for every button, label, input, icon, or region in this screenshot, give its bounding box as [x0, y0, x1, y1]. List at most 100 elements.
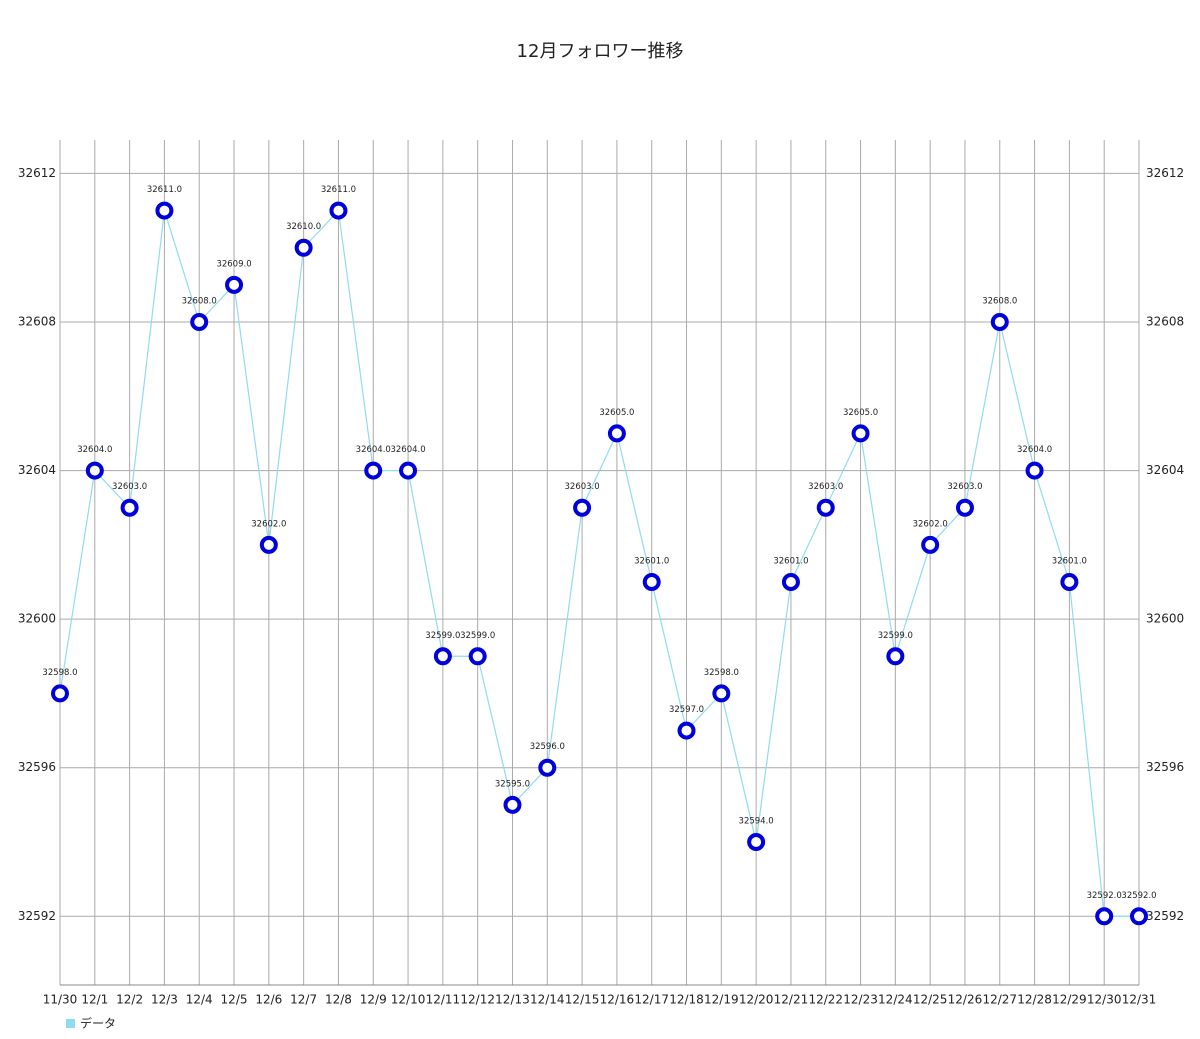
value-label: 32604.0: [390, 445, 425, 455]
value-label: 32594.0: [739, 817, 774, 827]
value-label: 32597.0: [669, 705, 704, 715]
y-tick-label-right: 32608: [1146, 315, 1184, 329]
value-label: 32599.0: [460, 631, 495, 641]
y-tick-label: 32600: [18, 612, 56, 626]
value-label: 32605.0: [843, 408, 878, 418]
point: [747, 833, 766, 851]
x-tick-label: 12/6: [255, 993, 282, 1007]
value-label: 32601.0: [1052, 557, 1087, 567]
point: [921, 535, 940, 554]
value-label: 32603.0: [112, 482, 147, 492]
point: [399, 461, 418, 480]
x-tick-label: 12/8: [325, 993, 352, 1007]
point: [538, 758, 557, 777]
point: [51, 684, 69, 703]
x-tick-label: 12/1: [81, 993, 108, 1007]
point: [503, 795, 522, 814]
x-tick-label: 12/16: [600, 993, 635, 1007]
x-tick-label: 12/22: [808, 993, 843, 1007]
value-label: 32603.0: [808, 482, 843, 492]
point: [573, 498, 592, 517]
y-tick-label-right: 32612: [1146, 166, 1184, 180]
x-tick-label: 12/31: [1122, 993, 1157, 1007]
x-tick-label: 12/27: [982, 993, 1017, 1007]
value-label: 32604.0: [77, 445, 112, 455]
x-tick-label: 12/20: [739, 993, 774, 1007]
point: [712, 684, 731, 703]
value-label: 32598.0: [704, 668, 739, 678]
point: [155, 201, 174, 220]
x-tick-label: 12/3: [151, 993, 178, 1007]
value-label: 32592.0: [1121, 891, 1156, 901]
point: [1025, 461, 1044, 480]
x-tick-label: 12/9: [360, 993, 387, 1007]
value-label: 32602.0: [251, 519, 286, 529]
x-tick-label: 12/21: [774, 993, 809, 1007]
value-label: 32609.0: [216, 259, 251, 269]
value-label: 32603.0: [947, 482, 982, 492]
value-label: 32611.0: [321, 185, 356, 195]
value-label: 32598.0: [42, 668, 77, 678]
line: [59, 209, 1139, 917]
x-tick-label: 12/14: [530, 993, 565, 1007]
point: [677, 721, 696, 740]
legend-label: データ: [80, 1016, 116, 1031]
x-tick-label: 12/10: [391, 993, 426, 1007]
x-tick-label: 12/23: [843, 993, 878, 1007]
x-tick-label: 12/29: [1052, 993, 1087, 1007]
value-label: 32608.0: [982, 297, 1017, 307]
y-tick-label: 32612: [18, 166, 56, 180]
y-tick-label: 32596: [18, 760, 56, 774]
value-label: 32603.0: [565, 482, 600, 492]
point: [329, 201, 348, 220]
value-label: 32602.0: [913, 519, 948, 529]
point: [294, 238, 313, 257]
value-label: 32611.0: [147, 185, 182, 195]
y-tick-label-right: 32600: [1146, 612, 1184, 626]
x-tick-label: 12/30: [1087, 993, 1122, 1007]
y-tick-label: 32604: [18, 463, 56, 477]
point: [607, 424, 626, 443]
value-label: 32601.0: [773, 557, 808, 567]
x-tick-label: 12/25: [913, 993, 948, 1007]
value-label: 32610.0: [286, 222, 321, 232]
x-tick-label: 12/26: [948, 993, 983, 1007]
point: [1095, 907, 1114, 926]
point: [1060, 573, 1079, 591]
x-tick-label: 12/5: [221, 993, 248, 1007]
x-tick-label: 12/24: [878, 993, 913, 1007]
x-tick-label: 12/13: [495, 993, 530, 1007]
point: [1130, 907, 1148, 926]
value-label: 32601.0: [634, 557, 669, 567]
x-tick-label: 12/19: [704, 993, 739, 1007]
point: [781, 573, 800, 591]
value-label: 32595.0: [495, 779, 530, 789]
x-tick-label: 12/18: [669, 993, 704, 1007]
point: [190, 313, 209, 331]
legend-swatch: [66, 1019, 75, 1028]
x-tick-label: 12/2: [116, 993, 143, 1007]
point: [433, 647, 452, 666]
y-tick-label: 32592: [18, 909, 56, 923]
y-tick-label: 32608: [18, 315, 56, 329]
point: [468, 647, 487, 666]
point: [851, 424, 870, 443]
x-tick-label: 12/11: [426, 993, 461, 1007]
x-tick-label: 12/28: [1017, 993, 1052, 1007]
x-tick-label: 12/12: [460, 993, 495, 1007]
point: [225, 275, 244, 294]
point: [990, 313, 1009, 331]
y-tick-label-right: 32592: [1146, 909, 1184, 923]
y-tick-label-right: 32596: [1146, 760, 1184, 774]
chart-title: 12月フォロワー推移: [517, 41, 684, 62]
x-tick-label: 11/30: [43, 993, 78, 1007]
point: [259, 535, 278, 554]
point: [364, 461, 383, 480]
y-tick-label-right: 32604: [1146, 463, 1184, 477]
value-label: 32596.0: [530, 742, 565, 752]
x-tick-label: 12/7: [290, 993, 317, 1007]
point: [642, 573, 661, 591]
x-tick-label: 12/17: [634, 993, 669, 1007]
value-label: 32604.0: [356, 445, 391, 455]
